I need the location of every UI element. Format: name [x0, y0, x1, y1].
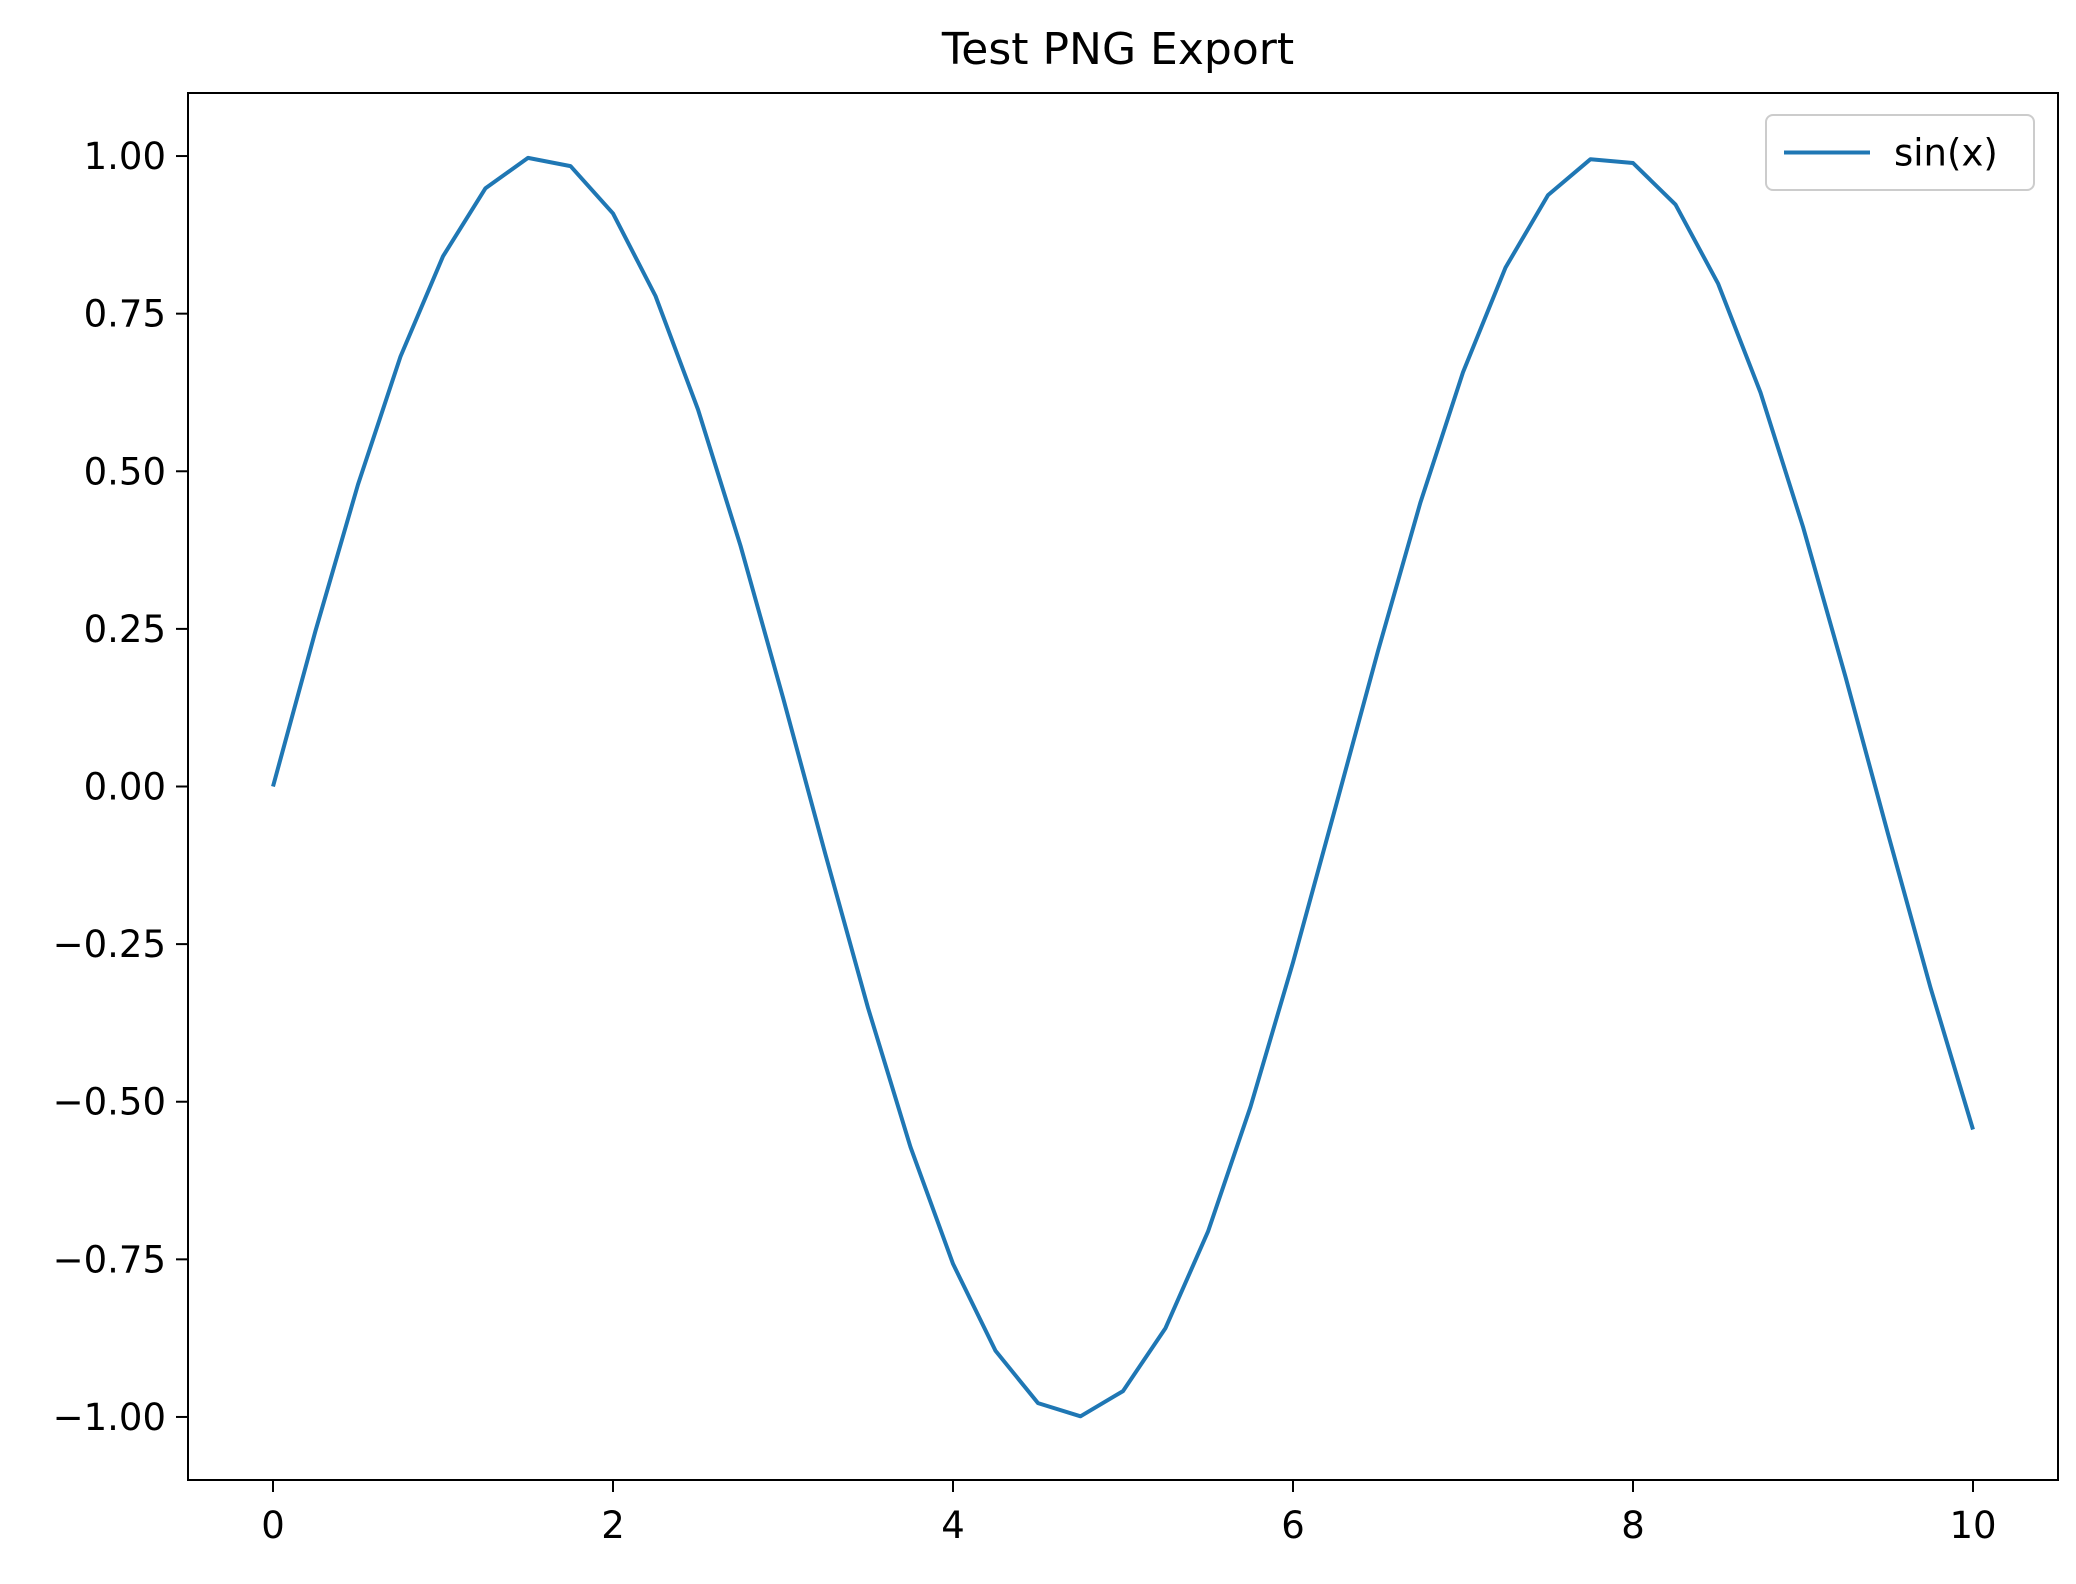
legend-box — [1765, 114, 2035, 191]
y-tick-label: 0.25 — [84, 608, 166, 651]
series-line — [271, 155, 1975, 1419]
x-tick-label: 0 — [261, 1504, 285, 1547]
x-tick-label: 6 — [1281, 1504, 1305, 1547]
legend-label: sin(x) — [1894, 132, 1998, 175]
y-tick-label: −1.00 — [53, 1396, 166, 1439]
plot-area — [187, 92, 2059, 1481]
plot-frame — [187, 92, 2059, 1481]
y-tick-label: 1.00 — [84, 135, 166, 178]
legend: sin(x) — [1765, 114, 2035, 191]
y-tick-label: 0.75 — [84, 293, 166, 336]
x-tick-label: 2 — [601, 1504, 625, 1547]
series-layer — [271, 155, 1975, 1419]
y-axis: 1.00 0.75 0.50 0.25 0.00 −0.25 −0.50 −0.75 −1.00 — [53, 135, 188, 1439]
x-tick-label: 4 — [941, 1504, 965, 1547]
x-tick-label: 8 — [1621, 1504, 1645, 1547]
y-tick-label: −0.75 — [53, 1238, 166, 1281]
x-tick-label: 10 — [1949, 1504, 1996, 1547]
y-tick-label: −0.50 — [53, 1081, 166, 1124]
y-tick-label: −0.25 — [53, 923, 166, 966]
y-tick-label: 0.50 — [84, 450, 166, 493]
x-axis: 0 2 4 6 8 10 — [261, 1480, 1997, 1547]
y-tick-label: 0.00 — [84, 766, 166, 809]
chart-title: Test PNG Export — [941, 24, 1294, 75]
